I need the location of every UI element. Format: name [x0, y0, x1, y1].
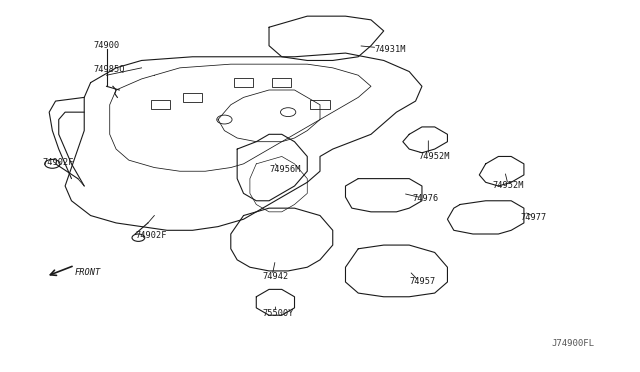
Text: J74900FL: J74900FL: [551, 340, 594, 349]
Text: 74902F: 74902F: [43, 157, 74, 167]
Text: FRONT: FRONT: [75, 268, 101, 277]
Text: 74931M: 74931M: [374, 45, 406, 54]
Bar: [310, 100, 330, 109]
Text: 74952M: 74952M: [492, 182, 524, 190]
Text: 74956M: 74956M: [269, 165, 301, 174]
Bar: [183, 93, 202, 102]
Bar: [272, 78, 291, 87]
Text: 74957: 74957: [409, 278, 435, 286]
Text: 74952M: 74952M: [419, 152, 451, 161]
Text: 75500Y: 75500Y: [262, 309, 294, 318]
Text: 74902F: 74902F: [135, 231, 166, 240]
Text: 74976: 74976: [412, 195, 438, 203]
Bar: [234, 78, 253, 87]
Bar: [151, 100, 170, 109]
Text: 74900: 74900: [94, 41, 120, 50]
Text: 74977: 74977: [521, 213, 547, 222]
Text: 74985Q: 74985Q: [94, 65, 125, 74]
Text: 74942: 74942: [262, 272, 289, 281]
